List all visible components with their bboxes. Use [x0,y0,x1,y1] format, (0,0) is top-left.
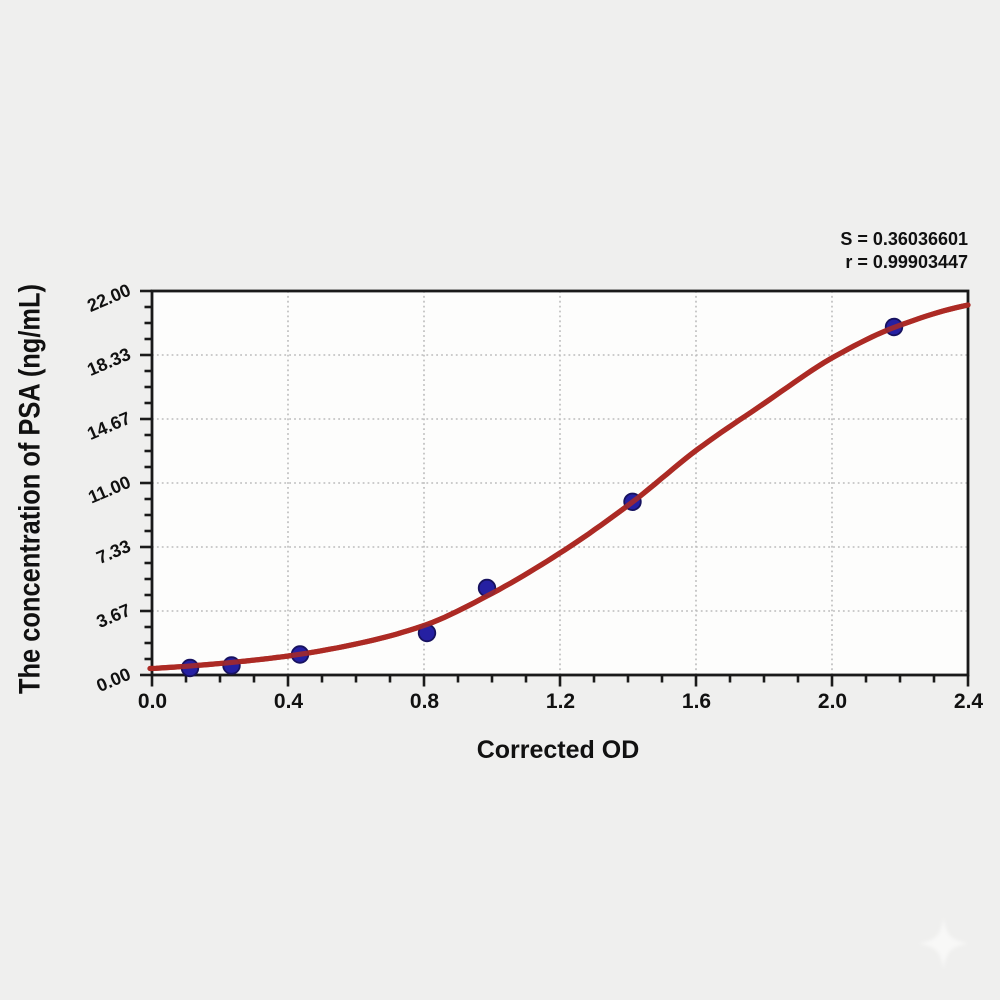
svg-text:1.6: 1.6 [682,690,711,713]
svg-text:The concentration of PSA (ng/m: The concentration of PSA (ng/mL) [14,284,47,694]
svg-text:2.0: 2.0 [818,690,847,713]
svg-text:Corrected OD: Corrected OD [477,736,640,764]
svg-text:r = 0.99903447: r = 0.99903447 [845,252,968,272]
svg-text:0.4: 0.4 [274,690,304,713]
svg-text:0.0: 0.0 [138,690,167,713]
svg-text:1.2: 1.2 [546,690,575,713]
svg-text:2.4: 2.4 [954,690,984,713]
svg-text:S = 0.36036601: S = 0.36036601 [840,229,968,249]
svg-text:0.8: 0.8 [410,690,440,713]
